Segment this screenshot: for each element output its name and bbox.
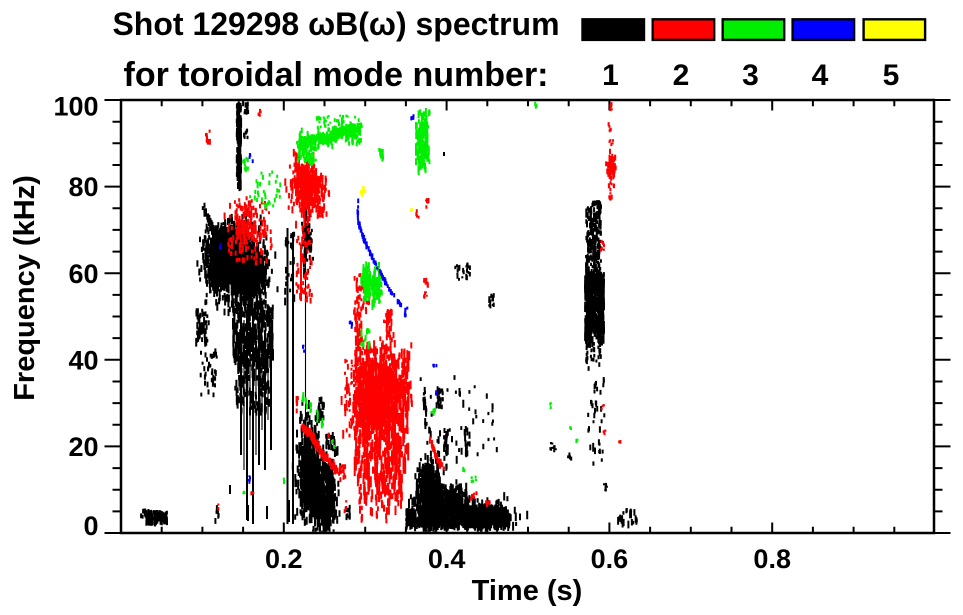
- svg-text:0.2: 0.2: [265, 544, 303, 574]
- svg-text:0: 0: [83, 511, 98, 541]
- svg-text:20: 20: [68, 432, 98, 462]
- svg-text:1: 1: [602, 59, 619, 92]
- svg-text:2: 2: [673, 59, 690, 92]
- svg-text:100: 100: [53, 92, 98, 122]
- svg-text:0.8: 0.8: [753, 544, 791, 574]
- svg-text:0.4: 0.4: [428, 544, 466, 574]
- svg-text:Time (s): Time (s): [472, 575, 583, 607]
- svg-text:60: 60: [68, 259, 98, 289]
- svg-text:5: 5: [883, 59, 900, 92]
- svg-text:for toroidal mode number:: for toroidal mode number:: [124, 56, 549, 94]
- svg-text:80: 80: [68, 172, 98, 202]
- svg-text:3: 3: [742, 59, 759, 92]
- svg-text:40: 40: [68, 345, 98, 375]
- svg-text:Frequency (kHz): Frequency (kHz): [9, 175, 41, 401]
- svg-text:0.6: 0.6: [591, 544, 629, 574]
- svg-text:4: 4: [812, 59, 829, 92]
- svg-text:Shot 129298 ωB(ω) spectrum: Shot 129298 ωB(ω) spectrum: [112, 6, 559, 42]
